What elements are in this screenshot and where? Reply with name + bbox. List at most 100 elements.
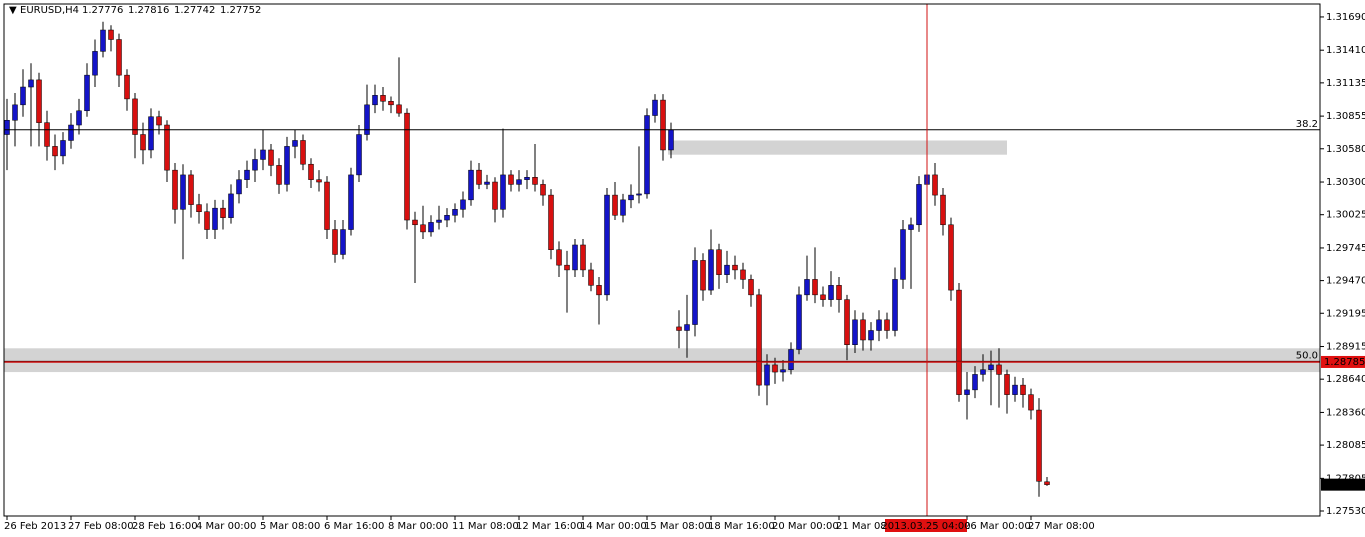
bull-candle-body — [644, 115, 650, 195]
x-tick-label: 26 Mar 00:00 — [964, 521, 1031, 532]
bull-candle-body — [684, 324, 690, 331]
bull-candle-body — [292, 140, 298, 147]
dropdown-icon[interactable]: ▼ — [9, 5, 17, 16]
y-tick-label: 1.27530 — [1326, 506, 1365, 517]
current-price-box — [1321, 478, 1365, 491]
bull-candle-body — [364, 104, 370, 135]
bear-candle-body — [508, 174, 514, 185]
y-tick-label: 1.30025 — [1326, 210, 1365, 221]
bull-candle-body — [244, 169, 250, 180]
bear-candle-body — [700, 260, 706, 291]
bear-candle-body — [140, 134, 146, 151]
bull-candle-body — [724, 264, 730, 275]
cursor-label: 2013.03.25 04:00 — [881, 521, 970, 532]
bull-candle-body — [764, 364, 770, 386]
x-tick-label: 14 Mar 00:00 — [580, 521, 647, 532]
bear-candle-body — [268, 149, 274, 166]
bear-candle-body — [756, 294, 762, 386]
fib-label: 50.0 — [1296, 350, 1318, 361]
x-tick-label: 12 Mar 16:00 — [516, 521, 583, 532]
bear-candle-body — [748, 279, 754, 296]
header-open: 1.27776 — [82, 5, 123, 16]
y-tick-label: 1.31410 — [1326, 45, 1365, 56]
bull-candle-body — [76, 110, 82, 126]
bear-candle-body — [188, 174, 194, 205]
bull-candle-body — [868, 330, 874, 341]
bear-candle-body — [1028, 394, 1034, 411]
bear-candle-body — [676, 326, 682, 331]
y-tick-label: 1.31135 — [1326, 78, 1365, 89]
bull-candle-body — [692, 260, 698, 325]
cursor-label-box — [885, 519, 967, 532]
bear-candle-body — [396, 104, 402, 114]
x-tick-label: 26 Feb 2013 — [4, 521, 66, 532]
bull-candle-body — [452, 209, 458, 216]
bear-candle-body — [324, 181, 330, 230]
bull-candle-body — [516, 179, 522, 185]
bear-candle-body — [932, 174, 938, 196]
bear-candle-body — [316, 179, 322, 183]
bear-candle-body — [548, 194, 554, 250]
bull-candle-body — [100, 29, 106, 52]
bull-candle-body — [68, 124, 74, 141]
bull-candle-body — [980, 369, 986, 375]
bear-candle-body — [956, 289, 962, 395]
bear-candle-body — [108, 29, 114, 40]
x-tick-label: 28 Feb 16:00 — [132, 521, 198, 532]
bull-candle-body — [436, 219, 442, 223]
bull-candle-body — [964, 389, 970, 395]
bear-candle-body — [996, 364, 1002, 375]
bear-candle-body — [132, 98, 138, 135]
bull-candle-body — [260, 149, 266, 160]
bull-candle-body — [444, 215, 450, 221]
bear-candle-body — [940, 194, 946, 226]
bull-candle-body — [60, 140, 66, 157]
x-tick-label: 4 Mar 00:00 — [196, 521, 256, 532]
x-tick-label: 20 Mar 00:00 — [772, 521, 839, 532]
bear-candle-body — [300, 140, 306, 165]
bear-candle-body — [196, 204, 202, 212]
bull-candle-body — [604, 194, 610, 296]
bull-candle-body — [348, 174, 354, 230]
bear-candle-body — [716, 249, 722, 275]
bull-candle-body — [484, 181, 490, 185]
bull-candle-body — [668, 129, 674, 151]
bull-candle-body — [468, 169, 474, 201]
bear-candle-body — [116, 39, 122, 76]
bull-candle-body — [428, 222, 434, 233]
y-tick-label: 1.28915 — [1326, 342, 1365, 353]
bear-candle-body — [660, 99, 666, 151]
zone — [668, 140, 1007, 155]
bear-candle-body — [732, 264, 738, 271]
y-tick-label: 1.30580 — [1326, 144, 1365, 155]
bear-candle-body — [308, 163, 314, 180]
y-tick-label: 1.30855 — [1326, 111, 1365, 122]
bull-candle-body — [988, 364, 994, 370]
bear-candle-body — [52, 146, 58, 157]
bull-candle-body — [340, 229, 346, 255]
y-tick-label: 1.29470 — [1326, 276, 1365, 287]
bull-candle-body — [876, 319, 882, 331]
bull-candle-body — [148, 116, 154, 151]
price-label-box — [1321, 355, 1365, 368]
bull-candle-body — [828, 285, 834, 300]
bear-candle-body — [124, 74, 130, 100]
bull-candle-body — [28, 79, 34, 88]
bear-candle-body — [476, 169, 482, 185]
bear-candle-body — [492, 181, 498, 210]
bear-candle-body — [420, 224, 426, 233]
bull-candle-body — [972, 374, 978, 391]
bear-candle-body — [772, 364, 778, 373]
bull-candle-body — [252, 159, 258, 171]
bear-candle-body — [404, 112, 410, 221]
header-close: 1.27752 — [220, 5, 261, 16]
bear-candle-body — [388, 101, 394, 106]
bull-candle-body — [908, 224, 914, 230]
bear-candle-body — [1036, 409, 1042, 482]
bull-candle-body — [500, 174, 506, 210]
bear-candle-body — [580, 244, 586, 271]
bull-candle-body — [916, 184, 922, 226]
bear-candle-body — [380, 95, 386, 102]
bull-candle-body — [372, 95, 378, 106]
